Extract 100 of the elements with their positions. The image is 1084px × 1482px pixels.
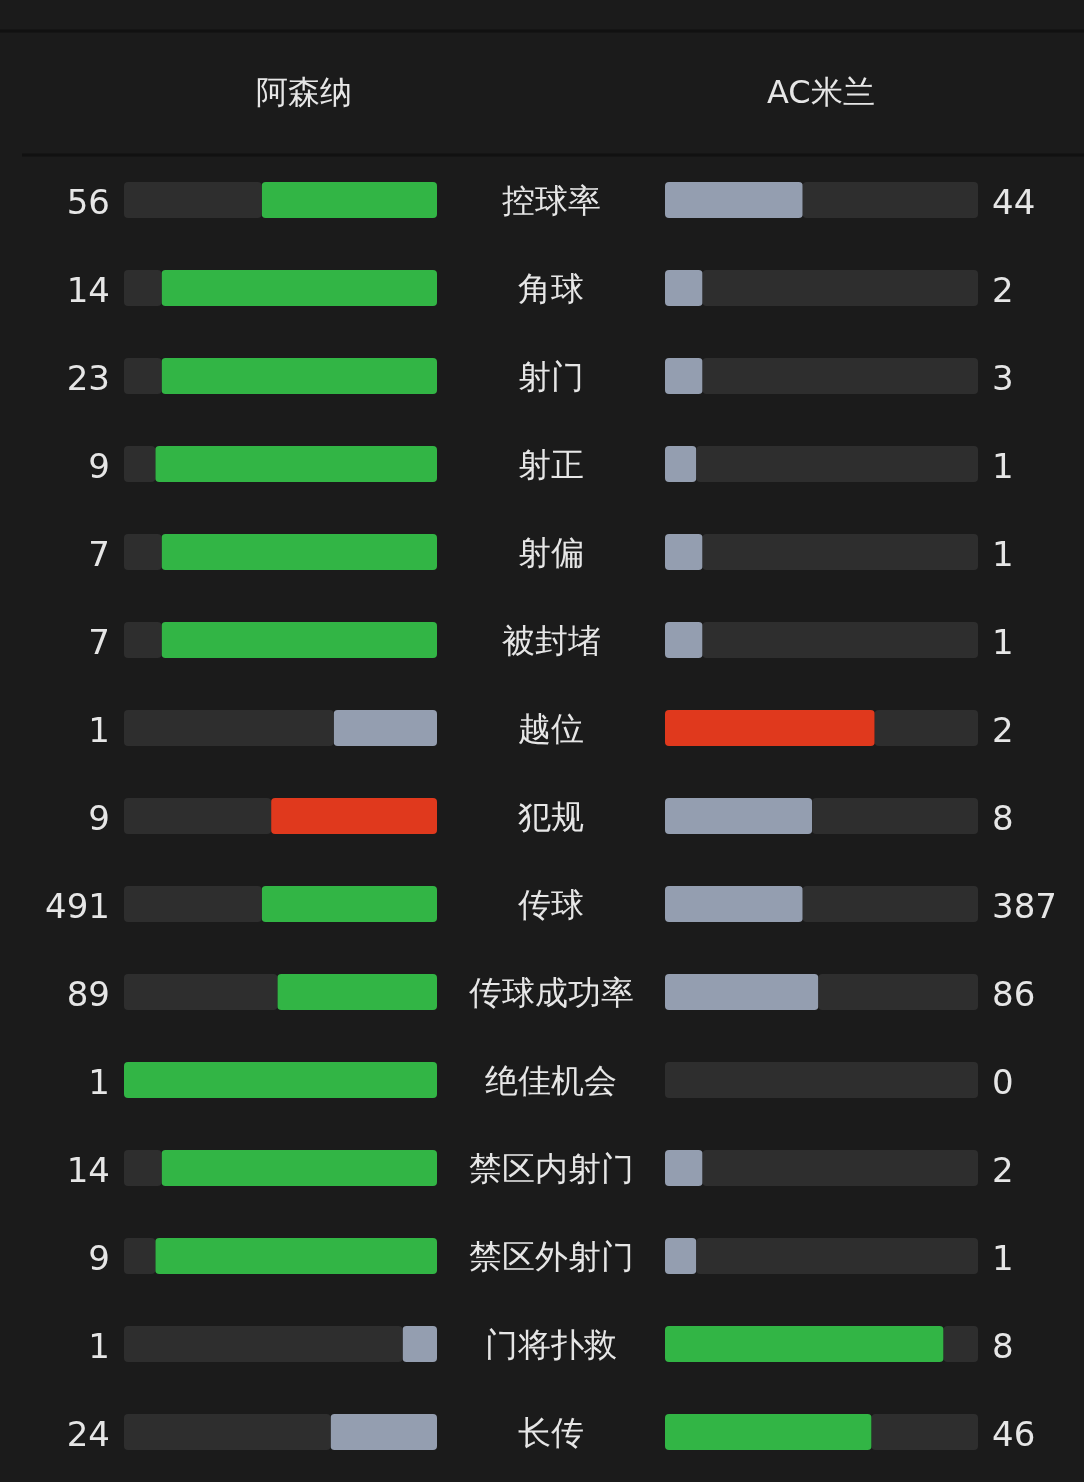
bar <box>161 622 437 658</box>
bar <box>802 886 978 922</box>
bar <box>161 270 437 306</box>
text: 0 <box>992 1062 1014 1102</box>
bar <box>665 798 813 834</box>
bar <box>702 534 978 570</box>
bar <box>124 358 162 394</box>
text: 24 <box>66 1414 110 1454</box>
bar <box>402 1326 437 1362</box>
text: 1 <box>992 534 1014 574</box>
text: 14 <box>66 1150 110 1190</box>
text: 2 <box>992 1150 1014 1190</box>
bar <box>818 974 978 1010</box>
text: 2 <box>992 270 1014 310</box>
y-tick-label: 门将扑救 <box>485 1324 617 1364</box>
bar <box>124 798 272 834</box>
text: 9 <box>88 798 110 838</box>
y-tick-label: 射门 <box>518 356 584 396</box>
chart-title: 阿森纳 <box>256 73 352 111</box>
y-tick-label: 角球 <box>518 268 584 308</box>
bar <box>124 1150 162 1186</box>
text: 9 <box>88 446 110 486</box>
y-tick-label: 传球 <box>518 884 584 924</box>
bar <box>702 1150 978 1186</box>
y-tick-label: 传球成功率 <box>468 972 634 1012</box>
bar <box>696 1238 978 1274</box>
y-tick-label: 禁区外射门 <box>468 1236 634 1276</box>
text: 491 <box>45 886 110 926</box>
bar <box>696 446 978 482</box>
text: 7 <box>88 534 110 574</box>
text: 56 <box>66 182 110 222</box>
bar <box>161 1150 437 1186</box>
bar <box>277 974 437 1010</box>
bar <box>943 1326 978 1362</box>
bar <box>124 974 278 1010</box>
y-tick-label: 绝佳机会 <box>485 1060 617 1100</box>
bar <box>161 358 437 394</box>
bar <box>665 534 703 570</box>
text: 3 <box>992 358 1014 398</box>
text: 89 <box>66 974 110 1014</box>
bar <box>155 1238 437 1274</box>
text: 9 <box>88 1238 110 1278</box>
y-tick-label: 禁区内射门 <box>468 1148 634 1188</box>
bar <box>665 622 703 658</box>
text: 387 <box>992 886 1057 926</box>
bar <box>665 1326 944 1362</box>
bar <box>665 270 703 306</box>
bar <box>124 1062 437 1098</box>
bar <box>124 182 262 218</box>
bar <box>665 886 803 922</box>
text: 1 <box>992 622 1014 662</box>
text: 7 <box>88 622 110 662</box>
text: 86 <box>992 974 1036 1014</box>
bar <box>124 1326 403 1362</box>
text: 1 <box>992 446 1014 486</box>
text: 1 <box>88 1062 110 1102</box>
bar <box>665 1150 703 1186</box>
y-tick-label: 犯规 <box>518 796 584 836</box>
bar <box>261 886 437 922</box>
text: 14 <box>66 270 110 310</box>
bar <box>124 1238 156 1274</box>
y-tick-label: 控球率 <box>501 180 601 220</box>
bar <box>812 798 978 834</box>
bar <box>665 1414 872 1450</box>
bar <box>665 974 819 1010</box>
bar <box>702 270 978 306</box>
y-tick-label: 射正 <box>518 444 584 484</box>
bar <box>124 1414 331 1450</box>
text: 1 <box>88 1326 110 1366</box>
text: 1 <box>88 710 110 750</box>
text: 1 <box>992 1238 1014 1278</box>
bar <box>161 534 437 570</box>
bar <box>802 182 978 218</box>
y-tick-label: 长传 <box>518 1412 584 1452</box>
y-tick-label: 被封堵 <box>501 620 601 660</box>
bar <box>124 886 262 922</box>
bar <box>124 622 162 658</box>
y-tick-label: 越位 <box>518 708 584 748</box>
chart-title: AC米兰 <box>767 73 875 111</box>
bar <box>665 710 875 746</box>
bar <box>665 358 703 394</box>
text: 8 <box>992 1326 1014 1366</box>
text: 46 <box>992 1414 1036 1454</box>
bar <box>124 446 156 482</box>
bar <box>665 1238 697 1274</box>
bar <box>155 446 437 482</box>
bar <box>124 534 162 570</box>
bar <box>124 270 162 306</box>
bar <box>330 1414 437 1450</box>
text: 44 <box>992 182 1036 222</box>
bar <box>702 358 978 394</box>
bar <box>874 710 978 746</box>
bar <box>665 446 697 482</box>
y-tick-label: 射偏 <box>518 532 584 572</box>
bar <box>665 182 803 218</box>
bar <box>261 182 437 218</box>
text: 8 <box>992 798 1014 838</box>
bar <box>333 710 437 746</box>
bar <box>271 798 437 834</box>
bar <box>702 622 978 658</box>
